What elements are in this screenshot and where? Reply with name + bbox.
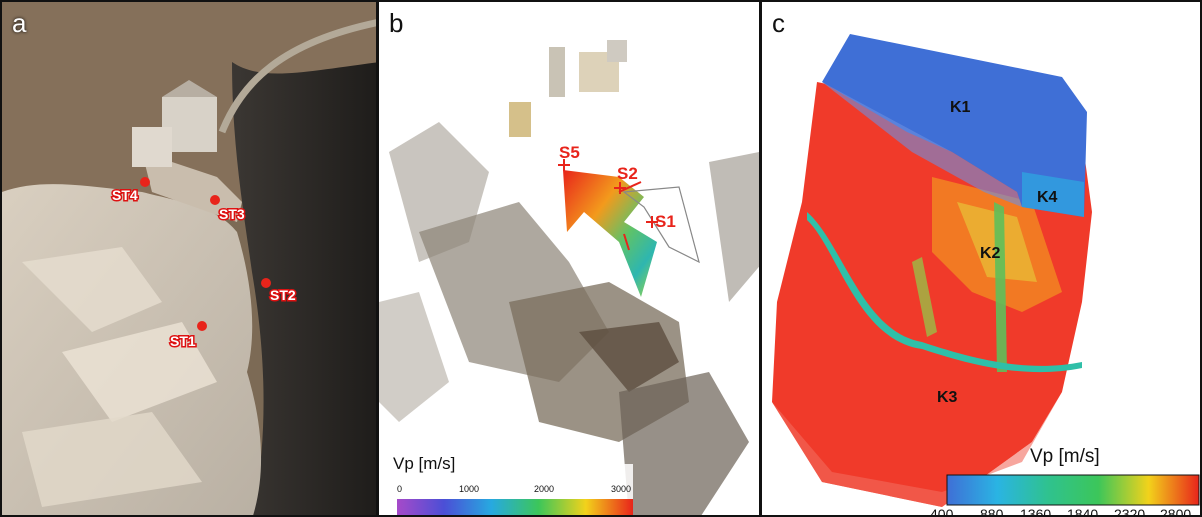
fracture-label-k2: K2 [980,245,1001,262]
colorbar-b-tick-1000: 1000 [459,484,479,494]
panel-a-photo: ST4 ST3 ST2 ST1 a [0,0,378,517]
point-cloud-view: S5 S2 S1 0 1000 2000 3000 [379,40,759,515]
station-label-st2: ST2 [270,287,296,303]
colorbar-b [397,499,633,515]
colorbar-c-tick-400: 400 [930,506,954,517]
colorbar-b-title: Vp [m/s] [393,454,456,473]
colorbar-c-title: Vp [m/s] [1030,446,1100,467]
colorbar-b-tick-0: 0 [397,484,402,494]
cliff-photo: ST4 ST3 ST2 ST1 [2,2,376,515]
colorbar-b-tick-2000: 2000 [534,484,554,494]
colorbar-c-tick-1360: 1360 [1020,506,1051,517]
panel-b-pointcloud: S5 S2 S1 0 1000 2000 3000 Vp [m/s] b [377,0,761,517]
colorbar-b-tick-3000: 3000 [611,484,631,494]
fracture-label-k1: K1 [950,99,971,116]
fracture-label-k3: K3 [937,389,958,406]
sensor-label-s2: S2 [617,164,638,183]
station-label-st3: ST3 [219,206,245,222]
sensor-label-s5: S5 [559,143,580,162]
colorbar-c-tick-880: 880 [980,506,1004,517]
low-velocity-block [822,34,1087,217]
fracture-label-k4: K4 [1037,189,1058,206]
colorbar-c-tick-2800: 2800 [1160,506,1191,517]
panel-c-velocity-model: K1 K4 K2 K3 400 880 1360 1840 2320 2800 … [760,0,1202,517]
colorbar-c [946,474,1200,506]
sensor-label-s1: S1 [655,212,676,231]
station-label-st4: ST4 [112,187,138,203]
panel-label-c: c [772,8,785,38]
panel-label-a: a [12,8,27,38]
station-label-st1: ST1 [170,333,196,349]
panel-label-b: b [389,8,404,38]
velocity-volume: K1 K4 K2 K3 400 880 1360 1840 2320 2800 [772,34,1200,517]
colorbar-c-tick-2320: 2320 [1114,506,1145,517]
colorbar-c-tick-1840: 1840 [1067,506,1098,517]
